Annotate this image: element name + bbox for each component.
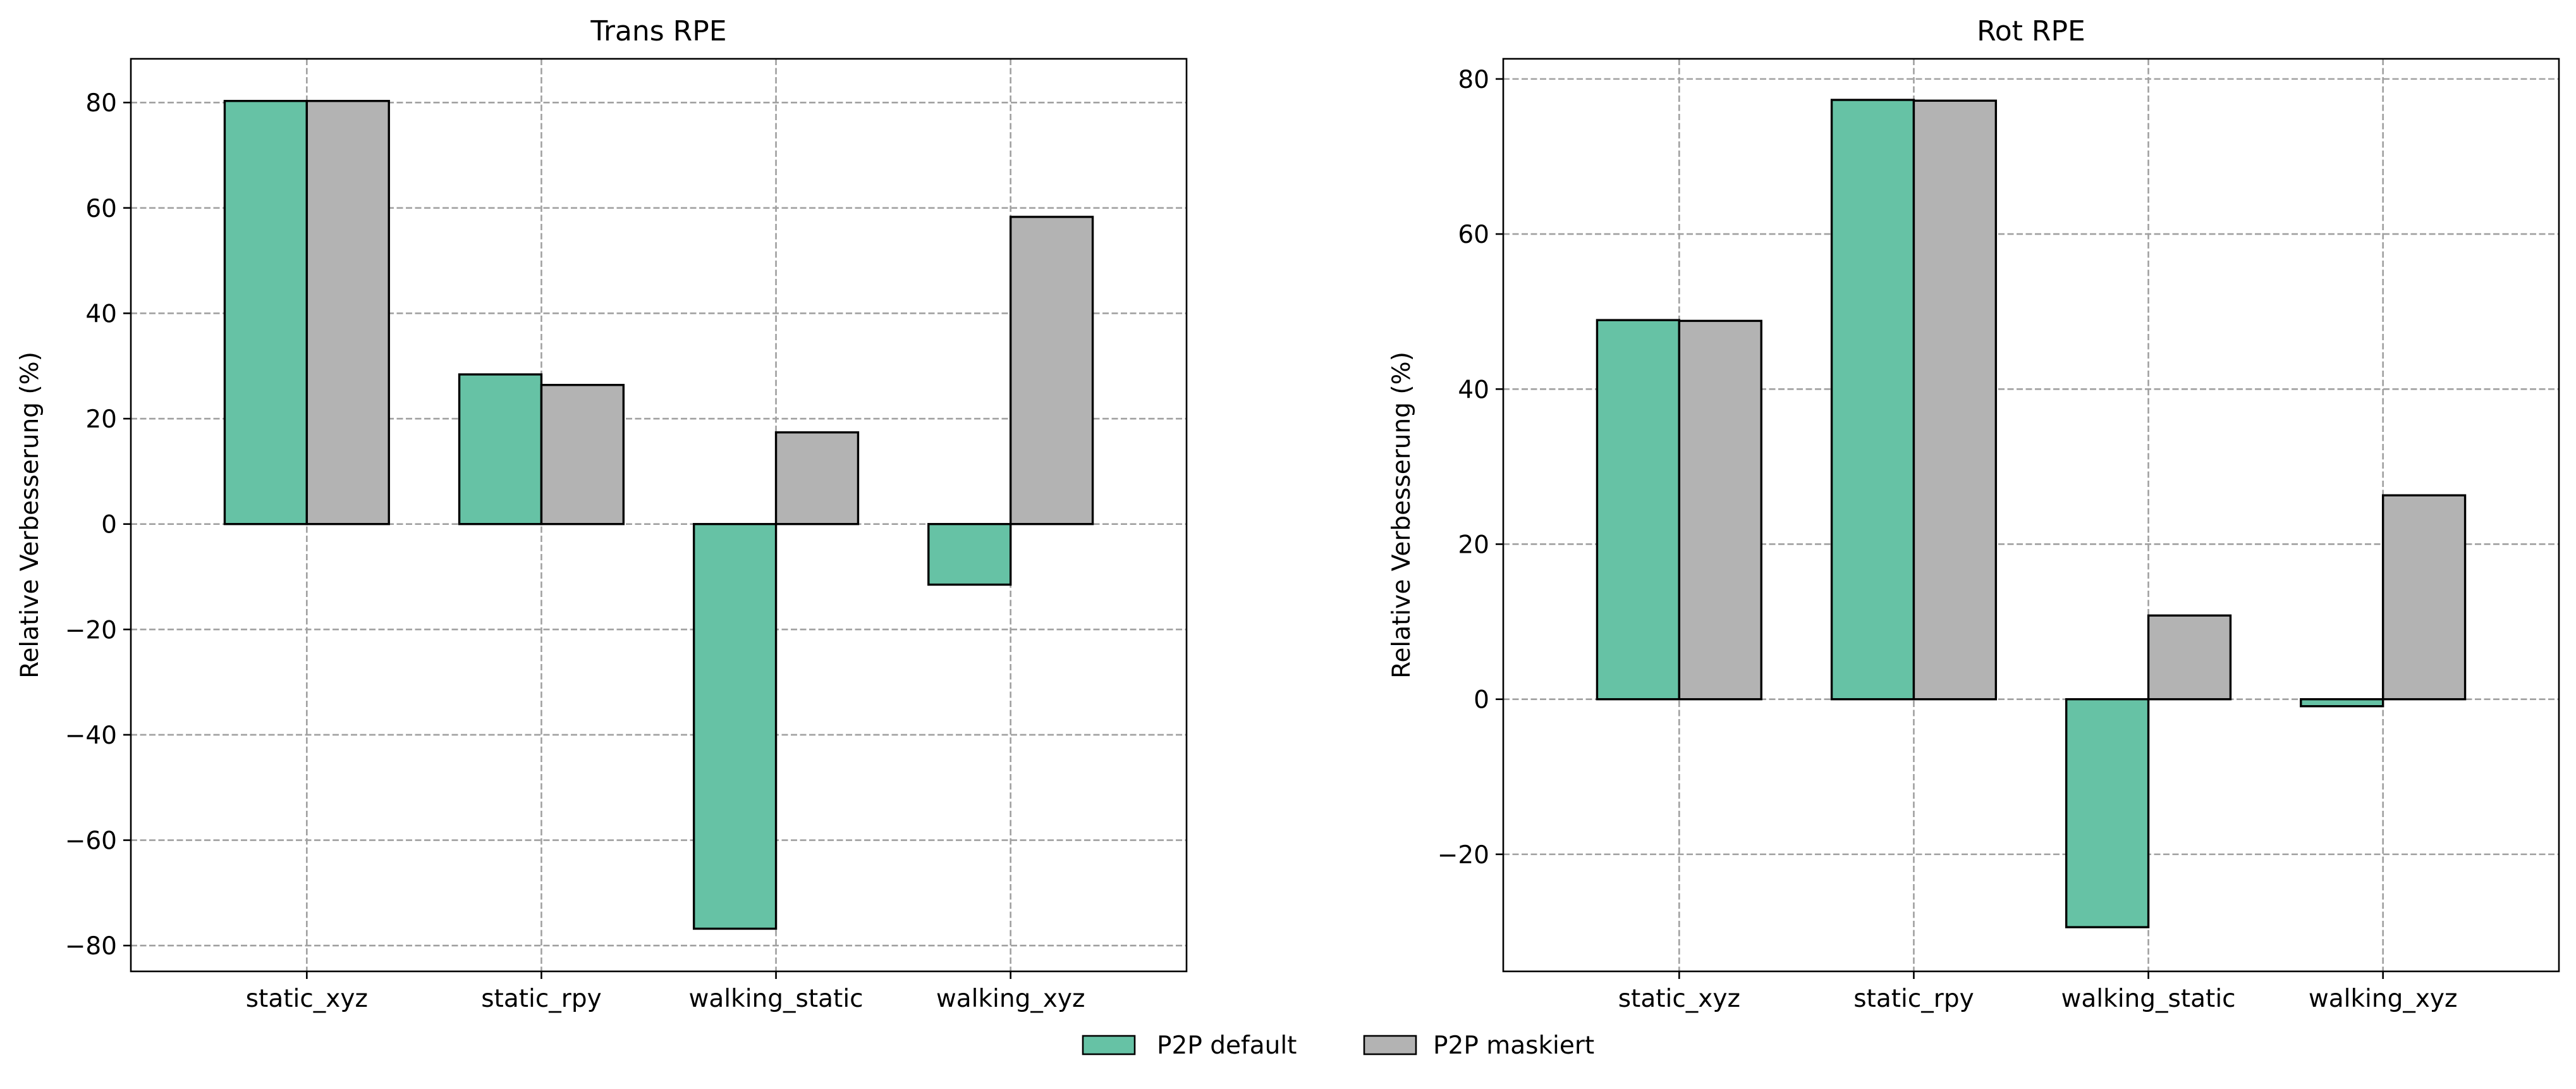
legend-swatch [1363,1035,1417,1055]
bar-p2p-default-static_xyz [1596,319,1681,701]
y-tick-label: 0 [1474,686,1489,715]
y-tick-label: −40 [65,722,117,750]
y-tick-label: 80 [85,89,117,118]
plot-frame [1502,58,2560,973]
y-tick-label: −60 [65,827,117,856]
bar-p2p-default-walking_xyz [2300,698,2384,708]
chart-title: Rot RPE [1977,15,2085,47]
x-tick-label: walking_static [2061,985,2236,1013]
legend: P2P default P2P maskiert [1082,1031,1594,1060]
bar-p2p-default-static_rpy [458,373,543,526]
y-tick-label: 40 [85,300,117,328]
y-tick-label: 60 [1458,221,1489,249]
plot-frame [130,58,1188,973]
bar-p2p-maskiert-walking_xyz [2381,494,2467,701]
y-tick-label: −20 [65,616,117,644]
y-tick-label: 0 [101,511,117,539]
bar-p2p-maskiert-static_xyz [1678,319,1762,701]
bar-p2p-maskiert-walking_xyz [1009,216,1094,526]
x-tick-label: walking_xyz [936,985,1085,1013]
bar-p2p-maskiert-walking_static [774,431,860,526]
legend-swatch [1082,1035,1136,1055]
y-tick-label: 40 [1458,376,1489,404]
y-tick-label: 20 [85,405,117,434]
y-tick-label: 80 [1458,66,1489,94]
y-axis-label: Relative Verbesserung (%) [16,352,44,679]
y-tick-label: −20 [1438,841,1489,870]
bar-p2p-default-walking_static [692,522,778,930]
bar-p2p-default-walking_xyz [927,522,1012,586]
bar-p2p-maskiert-static_xyz [305,99,390,526]
chart-trans-rpe: −80 −60 −40 −20 0 20 40 60 80 static_xyz static_rp… [16,15,1188,1013]
x-tick-label: static_rpy [1853,985,1974,1013]
bar-p2p-default-walking_static [2065,698,2150,928]
bar-p2p-maskiert-static_rpy [540,384,625,526]
x-tick-label: static_xyz [246,985,368,1013]
y-tick-label: −80 [65,932,117,961]
x-tick-label: static_xyz [1618,985,1740,1013]
bar-p2p-maskiert-static_rpy [1912,99,1998,701]
chart-title: Trans RPE [590,15,726,47]
bar-p2p-maskiert-walking_static [2147,614,2232,701]
bar-p2p-default-static_rpy [1830,99,1915,701]
chart-rot-rpe: −20 0 20 40 60 80 static_xyz static_rpy walking_… [1388,15,2560,1013]
y-tick-label: 20 [1458,531,1489,559]
legend-label: P2P default [1157,1031,1297,1060]
legend-label: P2P maskiert [1433,1031,1594,1060]
x-tick-label: static_rpy [481,985,601,1013]
x-tick-label: walking_xyz [2309,985,2458,1013]
bar-p2p-default-static_xyz [223,99,308,526]
x-tick-label: walking_static [689,985,864,1013]
y-tick-label: 60 [85,195,117,223]
y-axis-label: Relative Verbesserung (%) [1388,352,1416,679]
